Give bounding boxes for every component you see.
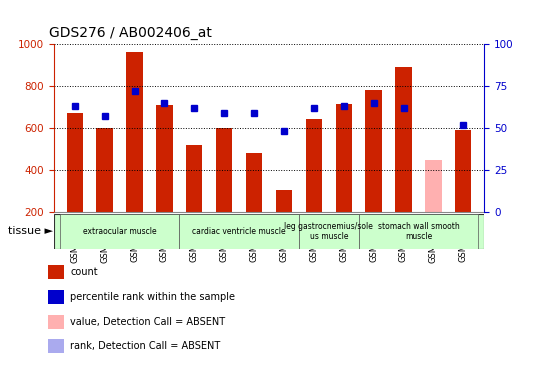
Text: stomach wall smooth
muscle: stomach wall smooth muscle xyxy=(378,222,459,241)
Bar xyxy=(455,130,471,212)
Bar xyxy=(156,105,173,212)
Bar xyxy=(47,265,63,279)
Text: value, Detection Call = ABSENT: value, Detection Call = ABSENT xyxy=(70,317,225,326)
Text: tissue ►: tissue ► xyxy=(8,227,53,236)
Bar xyxy=(216,128,232,212)
Text: rank, Detection Call = ABSENT: rank, Detection Call = ABSENT xyxy=(70,341,221,351)
Bar xyxy=(60,214,179,249)
Bar xyxy=(299,214,359,249)
Bar xyxy=(306,119,322,212)
Text: percentile rank within the sample: percentile rank within the sample xyxy=(70,292,236,302)
Bar xyxy=(179,214,299,249)
Bar xyxy=(336,104,352,212)
Text: cardiac ventricle muscle: cardiac ventricle muscle xyxy=(192,227,286,236)
Bar xyxy=(275,190,292,212)
Bar xyxy=(47,339,63,353)
Bar xyxy=(67,113,83,212)
Text: extraocular muscle: extraocular muscle xyxy=(83,227,157,236)
Text: GDS276 / AB002406_at: GDS276 / AB002406_at xyxy=(49,26,213,40)
Bar xyxy=(126,52,143,212)
Bar xyxy=(186,145,202,212)
Bar xyxy=(365,90,382,212)
Bar xyxy=(96,128,113,212)
Bar xyxy=(359,214,478,249)
Bar xyxy=(395,67,412,212)
Bar xyxy=(47,290,63,304)
Text: leg gastrocnemius/sole
us muscle: leg gastrocnemius/sole us muscle xyxy=(285,222,373,241)
Bar xyxy=(425,160,442,212)
Bar xyxy=(246,153,262,212)
Text: count: count xyxy=(70,267,98,277)
Bar xyxy=(47,315,63,329)
